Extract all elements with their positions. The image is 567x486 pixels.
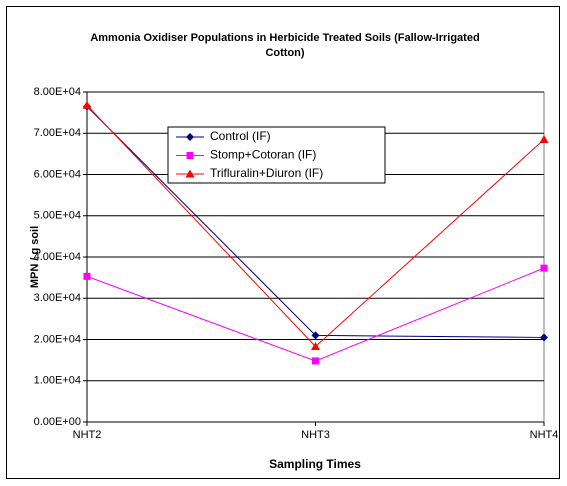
y-tick-label: 8.00E+04: [34, 86, 81, 98]
y-tick-label: 4.00E+04: [34, 251, 81, 263]
marker: [83, 272, 91, 280]
marker: [540, 333, 548, 342]
y-axis-label: MPN / g soil: [29, 226, 41, 288]
marker: [82, 100, 92, 109]
legend-label: Control (IF): [210, 129, 271, 143]
x-tick-label: NHT3: [301, 429, 330, 441]
y-tick-label: 1.00E+04: [34, 375, 81, 387]
marker: [312, 357, 319, 365]
y-tick-label: 7.00E+04: [34, 127, 81, 139]
marker: [311, 342, 320, 351]
legend-label: Trifluralin+Diuron (IF): [210, 166, 323, 180]
x-axis-label: Sampling Times: [269, 457, 361, 471]
y-tick-label: 0.00E+00: [34, 416, 81, 428]
marker: [186, 133, 194, 141]
x-tick-label: NHT2: [73, 429, 102, 441]
marker: [539, 134, 549, 143]
chart-title: Ammonia Oxidiser Populations in Herbicid…: [90, 32, 480, 59]
y-tick-label: 5.00E+04: [34, 210, 81, 222]
legend-box: [167, 126, 386, 184]
y-tick-label: 6.00E+04: [34, 168, 81, 180]
y-tick-label: 2.00E+04: [34, 333, 81, 345]
legend-label: Stomp+Cotoran (IF): [210, 148, 316, 162]
marker: [540, 264, 548, 272]
x-tick-label: NHT4: [530, 429, 559, 441]
marker: [311, 331, 320, 340]
marker: [186, 152, 194, 159]
marker: [185, 169, 195, 178]
y-tick-label: 3.00E+04: [34, 292, 81, 304]
